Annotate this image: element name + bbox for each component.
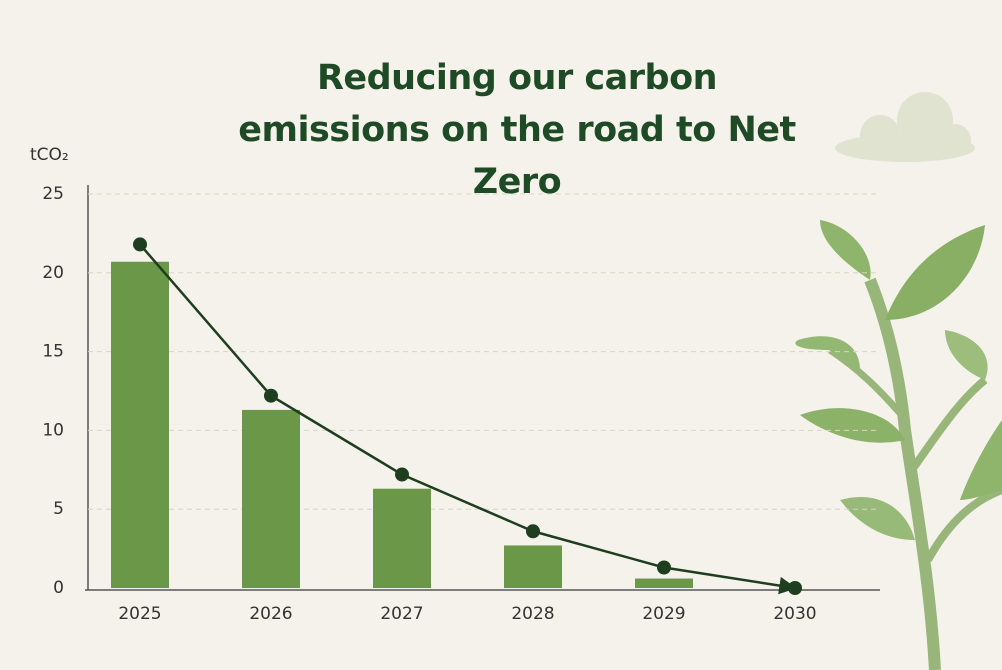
line-point bbox=[133, 237, 147, 251]
bar bbox=[504, 545, 562, 588]
chart-title: Reducing our carbon emissions on the roa… bbox=[217, 52, 817, 208]
cloud bbox=[835, 92, 975, 162]
x-tick-label: 2026 bbox=[249, 604, 292, 624]
y-axis-label: tCO₂ bbox=[30, 145, 69, 165]
bar bbox=[373, 489, 431, 588]
y-tick-label: 0 bbox=[53, 578, 64, 598]
y-tick-label: 20 bbox=[42, 263, 64, 283]
x-tick-label: 2030 bbox=[773, 604, 816, 624]
line-point bbox=[526, 524, 540, 538]
line-point bbox=[788, 581, 802, 595]
bar bbox=[242, 410, 300, 588]
x-tick-label: 2028 bbox=[511, 604, 554, 624]
bar bbox=[111, 262, 169, 588]
line bbox=[140, 244, 795, 588]
y-tick-label: 5 bbox=[53, 499, 64, 519]
line-point bbox=[657, 561, 671, 575]
bar bbox=[635, 579, 693, 588]
y-tick-label: 10 bbox=[42, 420, 64, 440]
y-tick-label: 25 bbox=[42, 184, 64, 204]
x-tick-label: 2025 bbox=[118, 604, 161, 624]
x-tick-label: 2027 bbox=[380, 604, 423, 624]
line-point bbox=[395, 468, 409, 482]
page: tCO₂ 0510152025202520262027202820292030 … bbox=[0, 0, 1002, 670]
x-tick-label: 2029 bbox=[642, 604, 685, 624]
line-point bbox=[264, 389, 278, 403]
plant bbox=[795, 220, 1002, 670]
y-tick-label: 15 bbox=[42, 342, 64, 362]
